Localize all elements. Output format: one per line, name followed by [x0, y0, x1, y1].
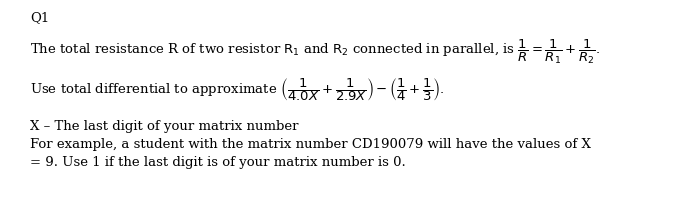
- Text: For example, a student with the matrix number CD190079 will have the values of X: For example, a student with the matrix n…: [30, 137, 591, 150]
- Text: = 9. Use 1 if the last digit is of your matrix number is 0.: = 9. Use 1 if the last digit is of your …: [30, 155, 406, 168]
- Text: The total resistance R of two resistor $\mathrm{R_1}$ and $\mathrm{R_2}$ connect: The total resistance R of two resistor $…: [30, 38, 600, 66]
- Text: X – The last digit of your matrix number: X – The last digit of your matrix number: [30, 119, 299, 132]
- Text: Q1: Q1: [30, 11, 49, 24]
- Text: Use total differential to approximate $\left(\dfrac{1}{4.0X} + \dfrac{1}{2.9X}\r: Use total differential to approximate $\…: [30, 76, 445, 102]
